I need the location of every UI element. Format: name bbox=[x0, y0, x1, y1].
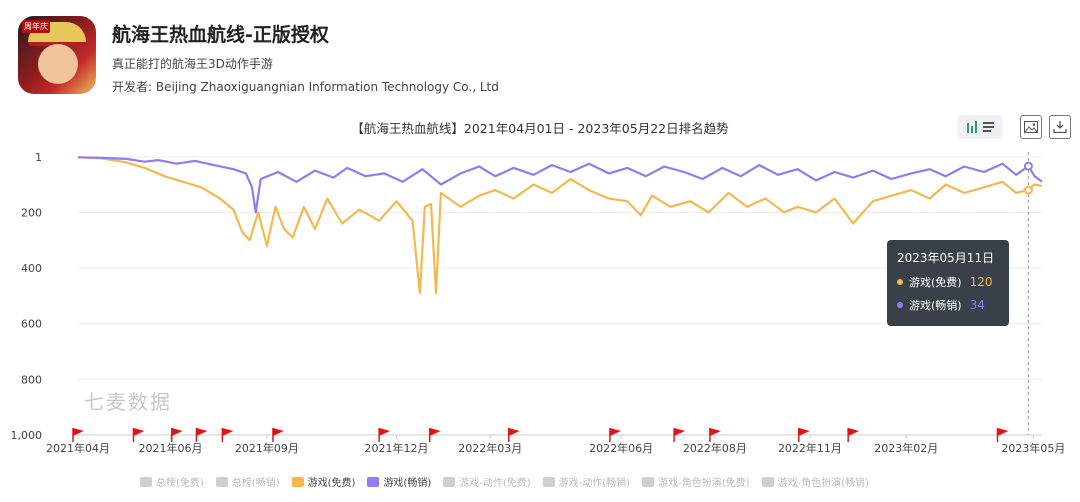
x-tick-label: 2022年08月 bbox=[683, 441, 747, 455]
x-tick-label: 2022年03月 bbox=[458, 441, 522, 455]
legend-item[interactable]: 游戏-动作(免费) bbox=[443, 474, 531, 489]
cursor-point bbox=[1023, 185, 1033, 195]
series-line bbox=[77, 156, 1043, 295]
legend-swatch bbox=[140, 476, 152, 487]
y-tick-label: 200 bbox=[21, 206, 42, 219]
event-flag-icon bbox=[272, 428, 284, 436]
legend-label: 总榜(免费) bbox=[156, 478, 204, 489]
y-tick-label: 400 bbox=[21, 262, 42, 275]
tooltip-label: 游戏(畅销) bbox=[909, 299, 962, 312]
event-flag-icon bbox=[609, 428, 621, 436]
legend-swatch bbox=[443, 476, 456, 487]
cursor-point bbox=[1023, 161, 1033, 171]
x-tick-label: 2022年06月 bbox=[589, 441, 653, 455]
legend-item[interactable]: 游戏-角色扮演(免费) bbox=[642, 474, 750, 489]
x-tick-label: 2021年04月 bbox=[46, 441, 110, 455]
legend-label: 游戏-动作(免费) bbox=[459, 478, 531, 489]
event-flag-icon bbox=[508, 428, 520, 436]
image-icon bbox=[1024, 121, 1038, 133]
legend-swatch bbox=[542, 476, 555, 487]
event-flag-icon bbox=[379, 428, 391, 436]
chart-title: 【航海王热血航线】2021年04月01日 - 2023年05月22日排名趋势 bbox=[351, 121, 729, 136]
list-icon[interactable] bbox=[982, 122, 994, 132]
x-tick-label: 2021年09月 bbox=[235, 441, 299, 455]
x-tick-label: 2021年12月 bbox=[364, 441, 428, 455]
legend-label: 游戏-角色扮演(免费) bbox=[658, 478, 750, 489]
legend-label: 游戏(免费) bbox=[307, 478, 356, 489]
tooltip-value: 120 bbox=[969, 275, 993, 289]
app-subtitle: 真正能打的航海王3D动作手游 bbox=[112, 57, 273, 71]
x-tick-label: 2021年06月 bbox=[139, 441, 203, 455]
legend-label: 游戏-动作(畅销) bbox=[558, 478, 631, 489]
series-line bbox=[77, 156, 1043, 214]
event-flag-icon bbox=[709, 428, 721, 436]
legend-swatch bbox=[367, 476, 380, 487]
y-tick-label: 600 bbox=[21, 318, 42, 331]
legend-swatch bbox=[761, 476, 774, 487]
event-flag-icon bbox=[73, 428, 84, 436]
app-title: 航海王热血航线-正版授权 bbox=[112, 24, 329, 46]
legend-item[interactable]: 总榜(免费) bbox=[140, 474, 204, 489]
legend-item[interactable]: 总榜(畅销) bbox=[215, 474, 280, 489]
legend-label: 游戏-角色扮演(畅销) bbox=[777, 478, 869, 489]
event-flag-icon bbox=[997, 428, 1009, 436]
y-tick-label: 800 bbox=[21, 373, 42, 386]
x-tick-label: 2023年02月 bbox=[874, 441, 938, 455]
y-tick-label: 1 bbox=[35, 151, 42, 164]
event-flag-icon bbox=[222, 428, 234, 436]
legend-item[interactable]: 游戏-动作(畅销) bbox=[542, 474, 631, 489]
legend-item[interactable]: 游戏(免费) bbox=[291, 474, 356, 489]
download-button[interactable] bbox=[1049, 115, 1071, 139]
event-flag-icon bbox=[798, 428, 810, 436]
free-series-dot bbox=[897, 279, 903, 285]
tooltip-date: 2023年05月11日 bbox=[897, 251, 995, 265]
legend-swatch bbox=[291, 476, 304, 487]
chart-view-toggle[interactable] bbox=[958, 115, 1002, 139]
legend-label: 游戏(畅销) bbox=[383, 478, 432, 489]
download-icon bbox=[1053, 121, 1067, 133]
event-flag-icon bbox=[429, 428, 441, 436]
anniversary-badge: 周年庆 bbox=[22, 20, 50, 33]
watermark: 七麦数据 bbox=[84, 390, 172, 414]
grossing-series-dot bbox=[897, 302, 903, 308]
bar-chart-icon[interactable] bbox=[966, 121, 977, 133]
legend-item[interactable]: 游戏-角色扮演(畅销) bbox=[761, 474, 869, 489]
character-face-icon bbox=[38, 44, 78, 84]
chart-tooltip: 2023年05月11日 游戏(免费) 120 游戏(畅销) 34 bbox=[887, 240, 1009, 326]
legend-item[interactable]: 游戏(畅销) bbox=[367, 474, 431, 489]
y-tick-label: 1,000 bbox=[11, 429, 43, 442]
event-flag-icon bbox=[848, 428, 860, 436]
app-icon: 周年庆 bbox=[18, 16, 96, 94]
chart-legend: 总榜(免费) 总榜(畅销) 游戏(免费) 游戏(畅销) 游戏-动作(免费) 游戏… bbox=[140, 474, 869, 489]
tooltip-row-free: 游戏(免费) 120 bbox=[897, 274, 999, 290]
legend-swatch bbox=[215, 476, 228, 487]
tooltip-row-grossing: 游戏(畅销) 34 bbox=[897, 297, 999, 313]
x-tick-label: 2023年05月 bbox=[1001, 441, 1065, 455]
tooltip-value: 34 bbox=[969, 298, 985, 312]
app-developer: 开发者: Beijing Zhaoxiguangnian Information… bbox=[112, 80, 499, 94]
legend-label: 总榜(畅销) bbox=[231, 478, 280, 489]
event-flag-icon bbox=[171, 428, 183, 436]
legend-swatch bbox=[642, 476, 655, 487]
tooltip-label: 游戏(免费) bbox=[909, 276, 962, 289]
event-flag-icon bbox=[133, 428, 145, 436]
event-flag-icon bbox=[196, 428, 208, 436]
save-image-button[interactable] bbox=[1020, 115, 1042, 139]
event-flag-icon bbox=[674, 428, 686, 436]
x-tick-label: 2022年11月 bbox=[778, 441, 842, 455]
